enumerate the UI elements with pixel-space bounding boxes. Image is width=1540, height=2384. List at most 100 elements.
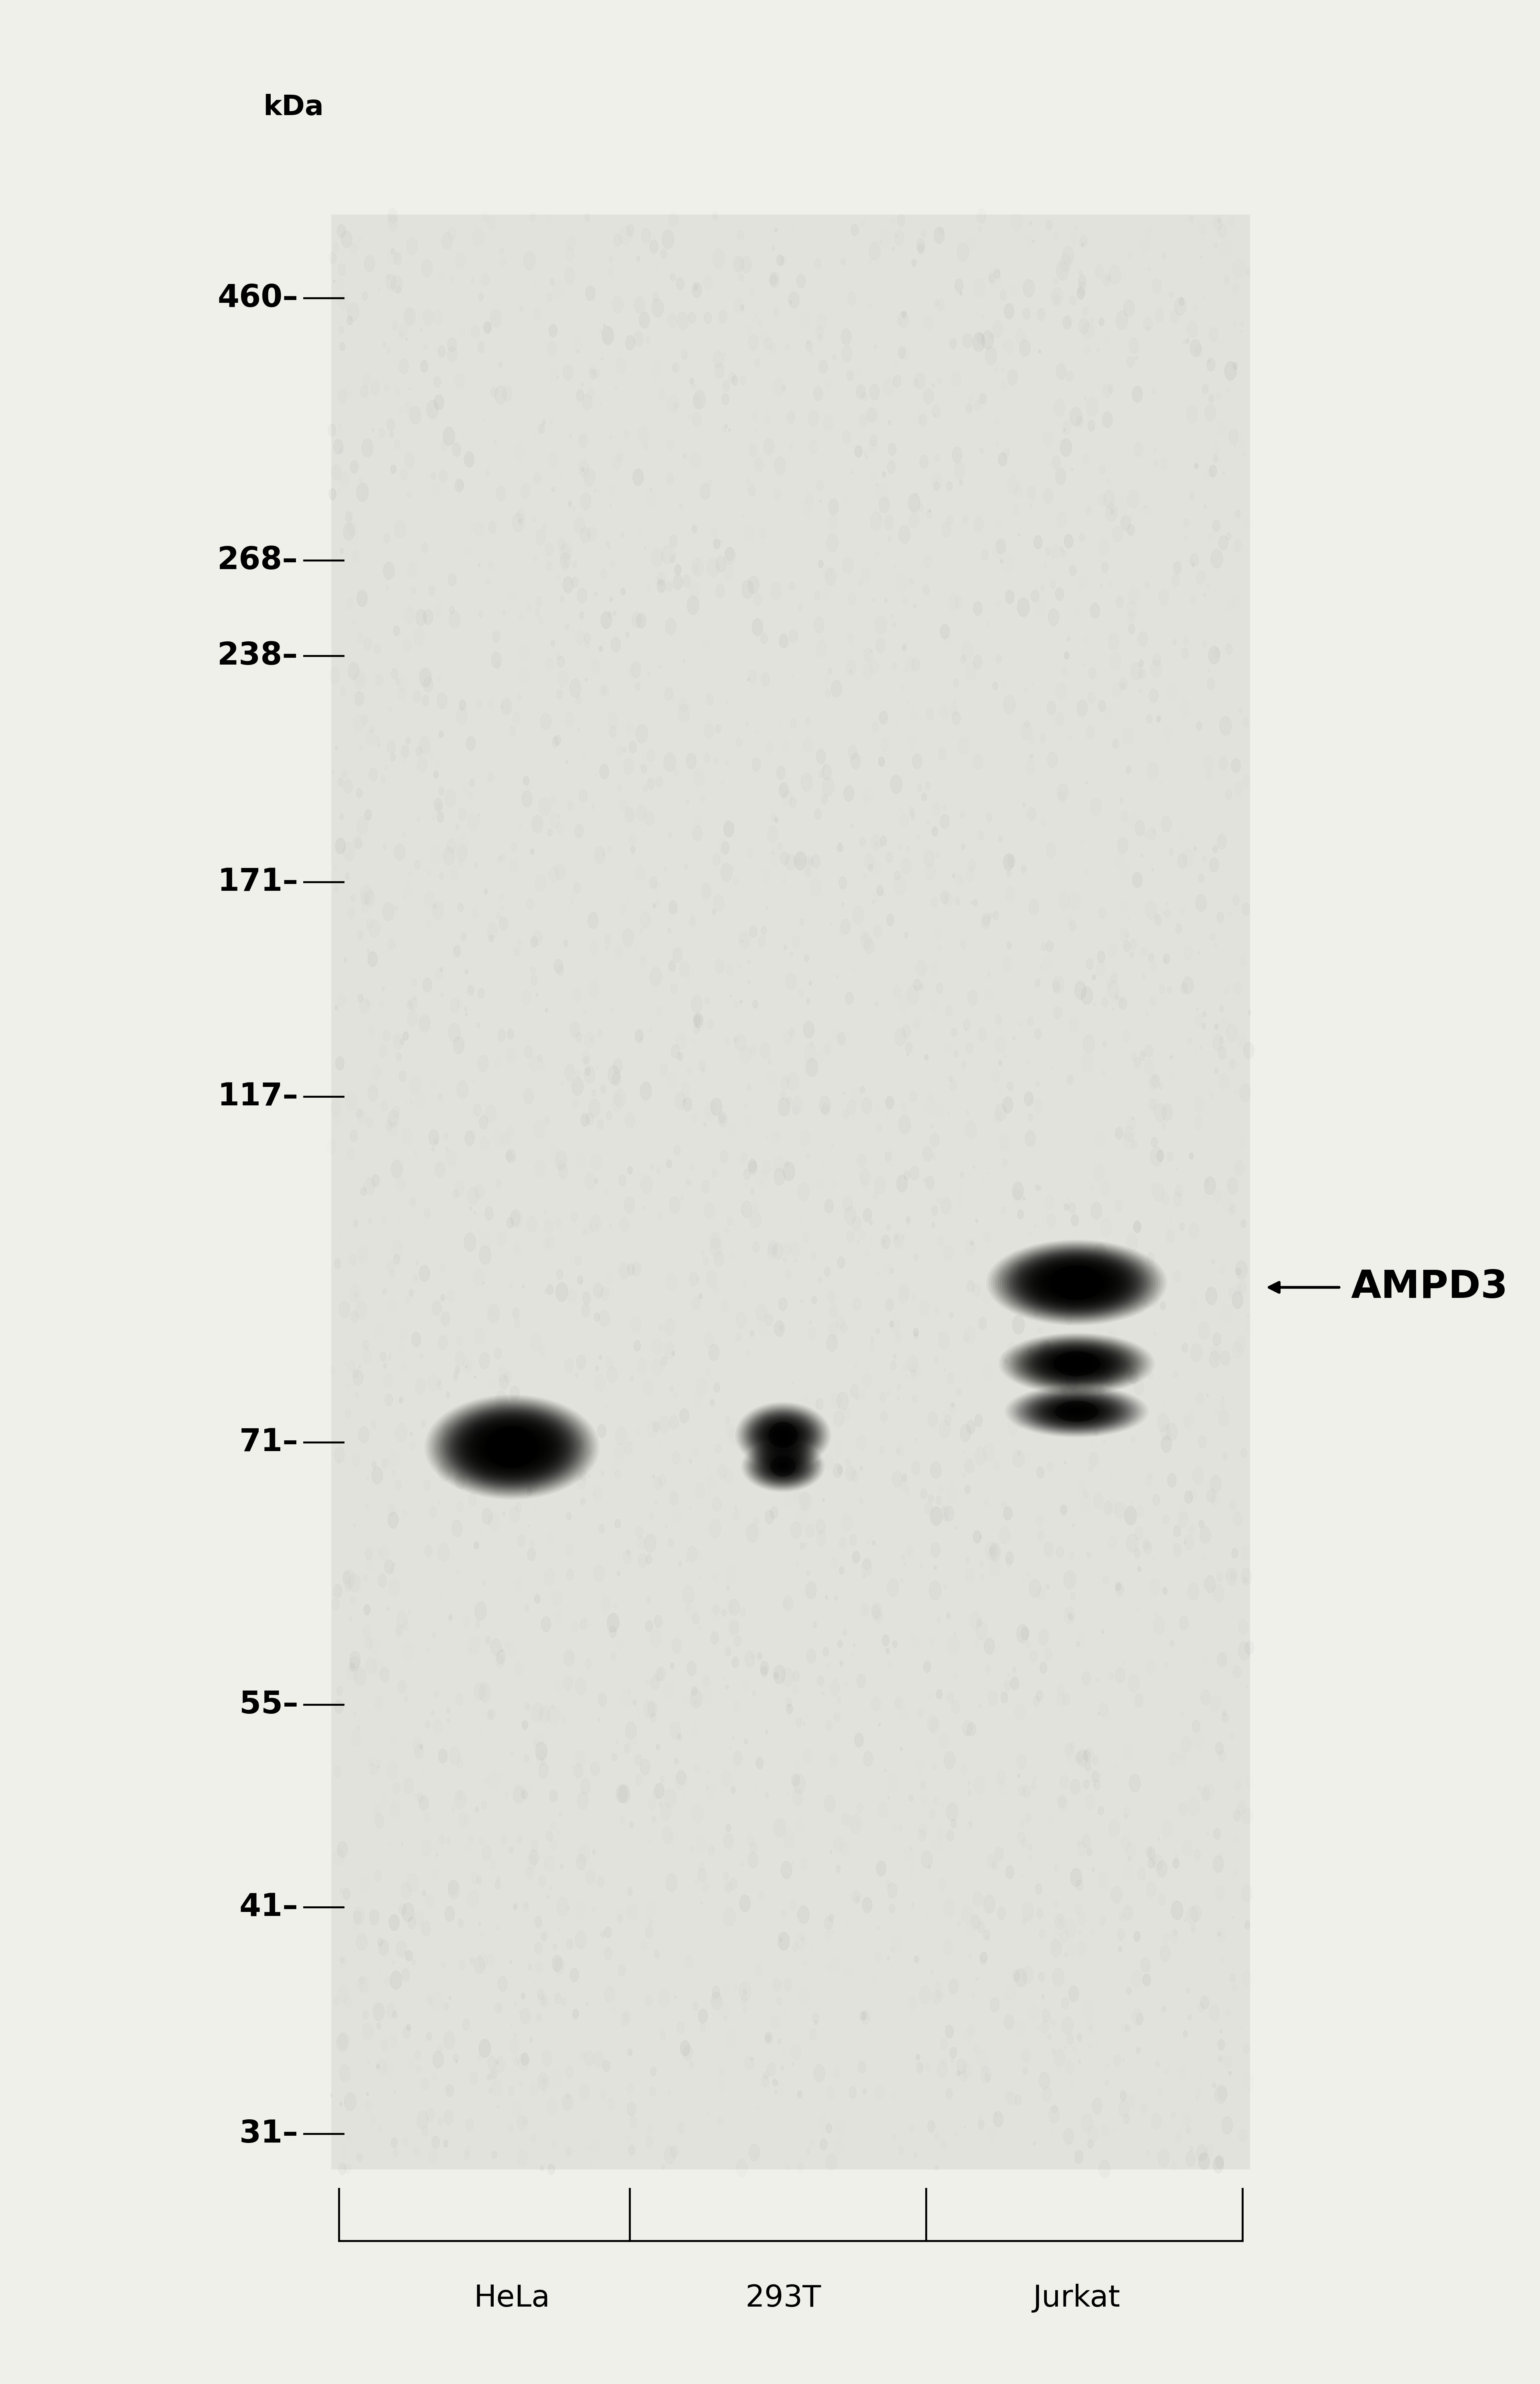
Circle shape <box>339 2065 350 2081</box>
Circle shape <box>778 2038 781 2043</box>
Circle shape <box>1100 317 1104 327</box>
Circle shape <box>542 420 545 424</box>
Circle shape <box>733 1037 738 1042</box>
Ellipse shape <box>773 1461 793 1471</box>
Ellipse shape <box>776 1461 790 1471</box>
Circle shape <box>1229 1058 1235 1068</box>
Circle shape <box>949 1979 958 1993</box>
Circle shape <box>343 1888 350 1900</box>
Circle shape <box>859 837 865 846</box>
Ellipse shape <box>761 1418 805 1452</box>
Circle shape <box>864 1209 872 1221</box>
Circle shape <box>439 1750 447 1764</box>
Circle shape <box>1038 308 1046 319</box>
Circle shape <box>345 2093 356 2110</box>
Circle shape <box>841 1323 847 1333</box>
Circle shape <box>1098 1712 1100 1714</box>
Ellipse shape <box>770 1426 796 1445</box>
Circle shape <box>650 877 658 889</box>
Ellipse shape <box>1055 1402 1098 1421</box>
Circle shape <box>416 746 422 756</box>
Circle shape <box>796 1459 799 1466</box>
Ellipse shape <box>776 1430 790 1440</box>
Circle shape <box>805 1058 818 1078</box>
Ellipse shape <box>1046 1352 1107 1376</box>
Circle shape <box>687 753 696 770</box>
Circle shape <box>1197 722 1201 730</box>
Ellipse shape <box>1058 1404 1095 1418</box>
Ellipse shape <box>776 1461 790 1471</box>
Circle shape <box>793 1774 805 1793</box>
Circle shape <box>1126 1988 1132 1995</box>
Circle shape <box>932 1223 935 1228</box>
Circle shape <box>882 1240 885 1244</box>
Ellipse shape <box>1061 1275 1092 1290</box>
Ellipse shape <box>453 1411 571 1483</box>
Ellipse shape <box>1018 1254 1135 1311</box>
Circle shape <box>1170 1900 1183 1919</box>
Circle shape <box>488 1304 499 1323</box>
Circle shape <box>639 1037 642 1039</box>
Circle shape <box>1183 2031 1187 2038</box>
Circle shape <box>1129 339 1138 353</box>
Circle shape <box>781 851 788 865</box>
Circle shape <box>599 1309 610 1328</box>
Circle shape <box>913 1333 918 1340</box>
Circle shape <box>357 591 368 606</box>
Circle shape <box>439 732 444 737</box>
Circle shape <box>522 1790 528 1800</box>
Circle shape <box>916 2055 919 2060</box>
Circle shape <box>967 1280 975 1292</box>
Circle shape <box>407 2024 411 2031</box>
Circle shape <box>1234 362 1238 370</box>
Circle shape <box>776 1466 785 1478</box>
Circle shape <box>1092 1771 1100 1783</box>
Circle shape <box>721 842 728 853</box>
Ellipse shape <box>442 1404 582 1490</box>
Circle shape <box>924 1662 930 1674</box>
Circle shape <box>339 327 343 334</box>
Circle shape <box>687 1662 696 1676</box>
Circle shape <box>524 777 528 784</box>
Circle shape <box>1229 1204 1235 1213</box>
Ellipse shape <box>768 1457 798 1476</box>
Circle shape <box>479 610 482 617</box>
Circle shape <box>841 329 852 346</box>
Text: 293T: 293T <box>745 2284 821 2312</box>
Circle shape <box>845 1466 856 1480</box>
Circle shape <box>496 1390 507 1409</box>
Ellipse shape <box>1035 1397 1118 1426</box>
Circle shape <box>876 1862 886 1876</box>
Circle shape <box>1056 262 1069 281</box>
Circle shape <box>719 310 727 324</box>
Circle shape <box>610 1626 616 1638</box>
Circle shape <box>601 1085 607 1094</box>
Circle shape <box>601 613 611 629</box>
Circle shape <box>1004 1507 1012 1521</box>
Ellipse shape <box>477 1426 547 1469</box>
Circle shape <box>1076 1640 1080 1647</box>
Circle shape <box>959 1426 970 1442</box>
Circle shape <box>522 791 533 806</box>
Circle shape <box>742 1988 747 1995</box>
Circle shape <box>579 613 584 620</box>
Circle shape <box>585 2003 588 2005</box>
Circle shape <box>434 799 442 811</box>
Circle shape <box>1038 350 1041 353</box>
Ellipse shape <box>1030 1395 1124 1428</box>
Circle shape <box>784 944 787 949</box>
Circle shape <box>644 1206 645 1209</box>
Circle shape <box>431 472 436 479</box>
Circle shape <box>1006 591 1015 603</box>
Circle shape <box>935 2165 938 2172</box>
Circle shape <box>776 765 785 780</box>
Ellipse shape <box>1053 1354 1100 1373</box>
Circle shape <box>902 1025 910 1039</box>
Ellipse shape <box>1063 1407 1092 1416</box>
Circle shape <box>1061 1390 1067 1397</box>
Circle shape <box>654 1950 659 1960</box>
Circle shape <box>724 1871 728 1881</box>
Circle shape <box>651 298 664 317</box>
Ellipse shape <box>750 1445 816 1488</box>
Circle shape <box>1064 1407 1075 1421</box>
